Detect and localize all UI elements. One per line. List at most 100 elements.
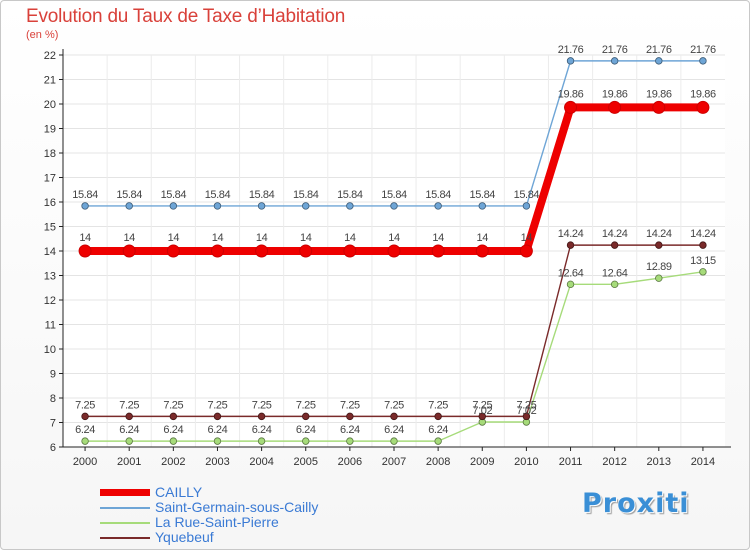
series-saint-germain-label-2004: 15.84 xyxy=(249,189,275,201)
series-la-rue-saint-pierre-label-2003: 6.24 xyxy=(208,424,228,436)
series-la-rue-saint-pierre-point-2000 xyxy=(81,437,89,445)
y-tick-label-20: 20 xyxy=(44,99,56,111)
series-yquebeuf-point-2000 xyxy=(81,412,89,421)
proxiti-logo: Proxiti xyxy=(582,488,690,519)
series-cailly-label-2000: 14 xyxy=(79,232,91,244)
series-la-rue-saint-pierre-label-2009: 7.02 xyxy=(472,405,492,417)
series-cailly-point-2000 xyxy=(78,244,92,258)
series-cailly-point-2005 xyxy=(299,244,313,258)
x-tick-label-2008: 2008 xyxy=(426,456,450,468)
series-yquebeuf-point-2006 xyxy=(346,412,354,421)
series-saint-germain-label-2006: 15.84 xyxy=(337,189,363,201)
series-saint-germain-label-2008: 15.84 xyxy=(425,189,451,201)
series-yquebeuf-label-2012: 14.24 xyxy=(602,228,628,240)
series-la-rue-saint-pierre xyxy=(81,268,707,445)
series-cailly-label-2003: 14 xyxy=(212,232,224,244)
y-tick-label-17: 17 xyxy=(44,173,56,185)
series-saint-germain-point-2012 xyxy=(610,57,619,65)
series-cailly-point-2003 xyxy=(210,244,224,258)
series-cailly xyxy=(78,100,710,258)
y-tick-label-15: 15 xyxy=(44,222,56,234)
series-la-rue-saint-pierre-label-2001: 6.24 xyxy=(119,424,139,436)
series-saint-germain-point-2005 xyxy=(302,202,310,210)
data-labels: 14 14 14 14 14 14 14 14 14 14 14 19.86 19.86 19.86 19.… xyxy=(72,44,716,436)
series-yquebeuf-label-2003: 7.25 xyxy=(208,399,228,411)
series-la-rue-saint-pierre-label-2010: 7.02 xyxy=(516,405,536,417)
series-la-rue-saint-pierre-label-2014: 13.15 xyxy=(690,255,716,267)
series-yquebeuf-point-2011 xyxy=(566,241,575,249)
legend-swatch-yquebeuf xyxy=(100,537,150,539)
series-yquebeuf-point-2009 xyxy=(478,412,486,421)
series-la-rue-saint-pierre-label-2012: 12.64 xyxy=(602,267,628,279)
x-tick-label-2014: 2014 xyxy=(691,456,715,468)
series-yquebeuf-point-2008 xyxy=(434,412,442,421)
series-la-rue-saint-pierre-point-2003 xyxy=(213,437,222,445)
y-tick-label-21: 21 xyxy=(44,75,56,87)
series-saint-germain-label-2014: 21.76 xyxy=(690,44,716,56)
series-cailly-label-2006: 14 xyxy=(344,232,356,244)
y-tick-label-8: 8 xyxy=(50,393,56,405)
series-cailly-label-2002: 14 xyxy=(168,232,180,244)
y-tick-label-18: 18 xyxy=(44,148,56,160)
series-yquebeuf-point-2002 xyxy=(169,412,178,421)
x-tick-label-2010: 2010 xyxy=(514,456,538,468)
series-cailly-label-2004: 14 xyxy=(256,232,268,244)
series-la-rue-saint-pierre-point-2007 xyxy=(390,437,398,445)
series-yquebeuf-label-2005: 7.25 xyxy=(296,399,316,411)
series-la-rue-saint-pierre-label-2000: 6.24 xyxy=(75,424,95,436)
legend-swatch-cailly xyxy=(100,489,150,496)
series-la-rue-saint-pierre-label-2002: 6.24 xyxy=(163,424,183,436)
series-la-rue-saint-pierre-label-2005: 6.24 xyxy=(296,424,316,436)
series-saint-germain-label-2000: 15.84 xyxy=(72,189,98,201)
series-yquebeuf-label-2004: 7.25 xyxy=(252,399,272,411)
series-yquebeuf-point-2001 xyxy=(125,412,133,421)
y-tick-label-12: 12 xyxy=(44,295,56,307)
legend-label-la-rue-saint-pierre: La Rue-Saint-Pierre xyxy=(155,514,279,530)
y-tick-label-9: 9 xyxy=(50,369,56,381)
series-cailly-point-2006 xyxy=(343,244,357,258)
series-cailly-point-2001 xyxy=(122,244,136,258)
legend-label-cailly: CAILLY xyxy=(155,484,203,500)
series-saint-germain xyxy=(81,57,707,210)
x-tick-labels: 2000 2001 2002 2003 2004 2005 2006 2007 2008 2009… xyxy=(73,447,715,468)
series-la-rue-saint-pierre-point-2011 xyxy=(566,280,575,289)
series-saint-germain-point-2013 xyxy=(655,57,663,65)
series-cailly-label-2009: 14 xyxy=(477,232,489,244)
series-la-rue-saint-pierre-label-2013: 12.89 xyxy=(646,261,672,273)
x-tick-label-2003: 2003 xyxy=(205,456,229,468)
series-yquebeuf-label-2000: 7.25 xyxy=(75,399,95,411)
series-yquebeuf-label-2008: 7.25 xyxy=(428,399,448,411)
series-la-rue-saint-pierre-label-2007: 6.24 xyxy=(384,424,404,436)
series-la-rue-saint-pierre-point-2002 xyxy=(169,437,178,445)
series-saint-germain-label-2012: 21.76 xyxy=(602,44,628,56)
series-la-rue-saint-pierre-point-2001 xyxy=(125,437,133,445)
series-yquebeuf-label-2002: 7.25 xyxy=(163,399,183,411)
series-cailly-label-2013: 19.86 xyxy=(646,88,672,100)
legend-swatch-saint-germain xyxy=(100,507,150,509)
series-yquebeuf-label-2006: 7.25 xyxy=(340,399,360,411)
series-yquebeuf-point-2007 xyxy=(390,412,398,421)
series-saint-germain-label-2013: 21.76 xyxy=(646,44,672,56)
y-tick-label-11: 11 xyxy=(45,320,56,332)
x-tick-label-2012: 2012 xyxy=(602,456,626,468)
series-cailly-point-2004 xyxy=(255,244,269,258)
series-saint-germain-point-2009 xyxy=(478,202,486,210)
series-cailly-label-2007: 14 xyxy=(388,232,400,244)
series-cailly-point-2008 xyxy=(431,244,445,258)
series-yquebeuf-label-2001: 7.25 xyxy=(119,399,139,411)
x-tick-label-2007: 2007 xyxy=(382,456,406,468)
x-tick-label-2001: 2001 xyxy=(117,456,141,468)
x-tick-label-2000: 2000 xyxy=(73,456,97,468)
series-cailly-point-2010 xyxy=(519,244,533,258)
series-saint-germain-point-2004 xyxy=(257,202,266,210)
series-saint-germain-label-2001: 15.84 xyxy=(116,189,142,201)
series-saint-germain-point-2008 xyxy=(434,202,442,210)
series-yquebeuf-point-2013 xyxy=(655,241,663,249)
series-saint-germain-label-2003: 15.84 xyxy=(205,189,231,201)
series-cailly-label-2008: 14 xyxy=(432,232,444,244)
legend-label-saint-germain: Saint-Germain-sous-Cailly xyxy=(155,499,319,515)
series-yquebeuf-label-2011: 14.24 xyxy=(558,228,584,240)
x-tick-label-2009: 2009 xyxy=(470,456,494,468)
series-la-rue-saint-pierre-label-2006: 6.24 xyxy=(340,424,360,436)
